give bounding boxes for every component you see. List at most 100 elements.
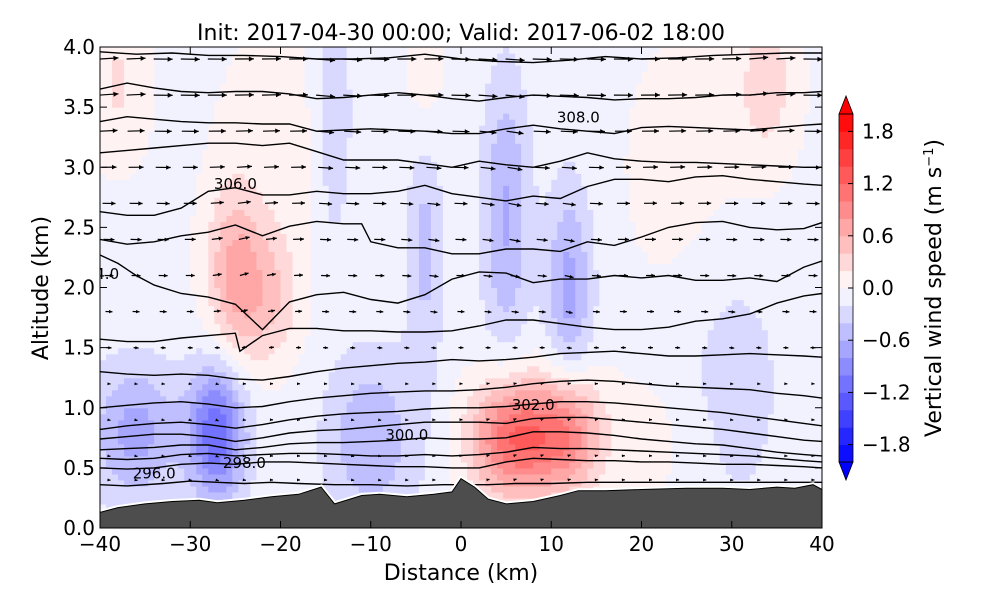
field-cell <box>130 431 137 439</box>
field-cell <box>136 137 143 144</box>
field-cell <box>148 167 155 174</box>
field-cell <box>160 53 167 60</box>
field-cell <box>178 491 185 499</box>
field-cell <box>136 227 143 234</box>
field-cell <box>268 251 276 259</box>
field-cell <box>100 197 107 204</box>
field-cell <box>166 455 173 463</box>
field-cell <box>154 101 161 108</box>
field-cell <box>268 479 276 487</box>
field-cell <box>388 371 396 379</box>
field-cell <box>208 209 215 216</box>
field-cell <box>268 353 276 361</box>
field-cell <box>412 59 420 66</box>
field-cell <box>196 341 203 349</box>
field-cell <box>106 419 113 427</box>
field-cell <box>292 305 300 313</box>
field-cell <box>274 281 282 289</box>
field-cell <box>184 71 191 78</box>
field-cell <box>130 299 137 307</box>
field-cell <box>124 131 131 138</box>
field-cell <box>106 431 113 439</box>
field-cell <box>154 299 161 307</box>
field-cell <box>376 197 384 204</box>
field-cell <box>274 95 282 102</box>
field-cell <box>340 77 348 84</box>
field-cell <box>400 305 408 313</box>
field-cell <box>196 437 203 445</box>
field-cell <box>160 263 167 271</box>
field-cell <box>442 437 450 445</box>
field-cell <box>160 83 167 90</box>
field-cell <box>256 281 264 289</box>
field-cell <box>322 239 330 247</box>
field-cell <box>250 461 258 469</box>
field-cell <box>286 155 294 162</box>
field-cell <box>400 203 408 210</box>
field-cell <box>376 53 384 60</box>
field-cell <box>352 407 360 415</box>
field-cell <box>328 83 336 90</box>
field-cell <box>226 335 233 343</box>
field-cell <box>232 383 239 391</box>
field-cell <box>238 269 245 277</box>
field-cell <box>370 71 378 78</box>
field-cell <box>364 89 372 96</box>
field-cell <box>262 383 270 391</box>
field-cell <box>136 107 143 114</box>
field-cell <box>400 251 408 259</box>
field-cell <box>172 77 179 84</box>
field-cell <box>436 371 444 379</box>
field-cell <box>310 131 318 138</box>
field-cell <box>130 461 137 469</box>
field-cell <box>430 131 438 138</box>
field-cell <box>112 155 119 162</box>
field-cell <box>352 485 360 493</box>
field-cell <box>442 359 450 367</box>
field-cell <box>124 101 131 108</box>
field-cell <box>274 461 282 469</box>
field-cell <box>220 461 227 469</box>
field-cell <box>322 203 330 210</box>
field-cell <box>268 131 276 138</box>
field-cell <box>130 95 137 102</box>
field-cell <box>298 179 306 186</box>
field-cell <box>214 179 221 186</box>
field-cell <box>244 281 252 289</box>
field-cell <box>142 305 149 313</box>
field-cell <box>364 71 372 78</box>
field-cell <box>292 137 300 144</box>
field-cell <box>352 383 360 391</box>
field-cell <box>388 467 396 475</box>
field-cell <box>370 311 378 319</box>
field-cell <box>461 461 468 469</box>
field-cell <box>418 329 426 337</box>
field-cell <box>346 221 354 228</box>
field-cell <box>154 149 161 156</box>
field-cell <box>166 413 173 421</box>
field-cell <box>268 437 276 445</box>
field-cell <box>184 467 191 475</box>
field-cell <box>184 173 191 180</box>
field-cell <box>100 191 107 198</box>
field-cell <box>442 353 450 361</box>
field-cell <box>184 233 191 240</box>
field-cell <box>226 413 233 421</box>
field-cell <box>124 299 131 307</box>
field-cell <box>310 191 318 198</box>
field-cell <box>340 131 348 138</box>
field-cell <box>118 461 125 469</box>
field-cell <box>412 371 420 379</box>
field-cell <box>214 377 221 385</box>
field-cell <box>304 287 312 295</box>
field-cell <box>256 269 264 277</box>
field-cell <box>226 269 233 277</box>
field-cell <box>142 203 149 210</box>
field-cell <box>364 455 372 463</box>
field-cell <box>304 473 312 481</box>
field-cell <box>394 413 402 421</box>
field-cell <box>256 71 264 78</box>
field-cell <box>340 491 348 499</box>
field-cell <box>394 317 402 325</box>
field-cell <box>226 275 233 283</box>
